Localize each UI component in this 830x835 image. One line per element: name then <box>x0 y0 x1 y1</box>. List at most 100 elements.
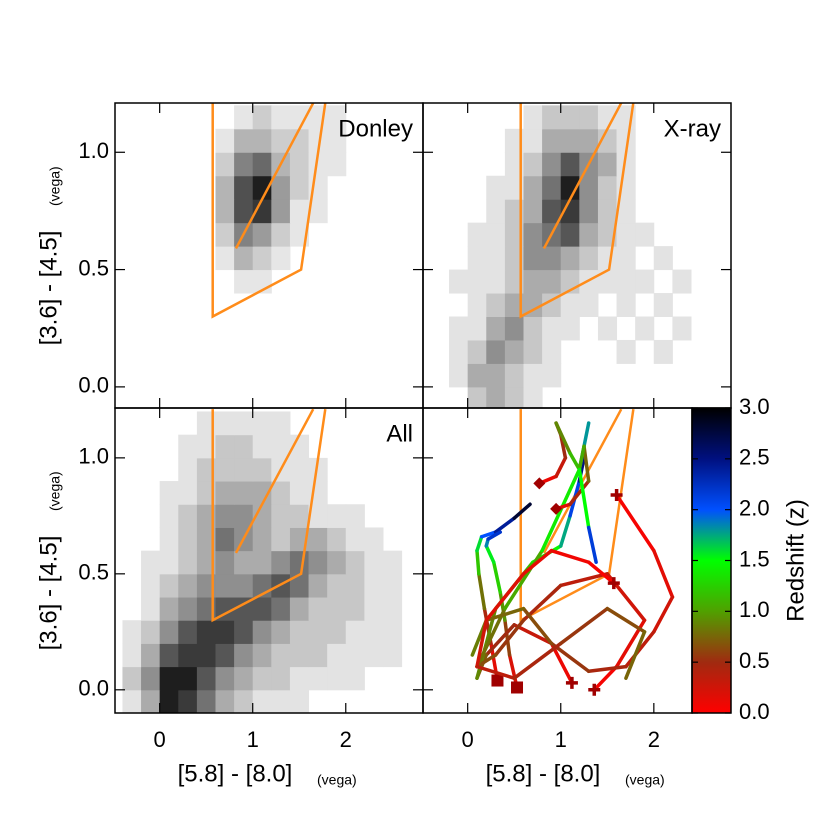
density-cell <box>289 666 310 691</box>
density-cell <box>159 620 179 644</box>
x-tick-label: 0 <box>462 727 474 752</box>
density-cell <box>215 481 235 505</box>
density-cell <box>327 597 347 621</box>
density-cell <box>616 293 636 317</box>
density-cell <box>327 152 347 177</box>
density-cell <box>449 316 469 341</box>
x-axis-label: [5.8] - [8.0] <box>486 760 601 787</box>
density-cell <box>289 152 310 177</box>
density-cell <box>486 363 506 388</box>
track-segment <box>521 606 554 646</box>
density-cell <box>252 481 272 505</box>
track-segment <box>475 664 516 680</box>
density-cell <box>271 481 291 505</box>
track-segment <box>484 572 526 622</box>
density-cell <box>579 199 599 224</box>
start-marker <box>588 683 601 696</box>
start-marker <box>610 488 623 501</box>
x-axis-label-sub: (vega) <box>625 772 665 788</box>
track-segment <box>624 630 656 669</box>
density-cell <box>252 550 272 575</box>
density-cell <box>542 175 562 200</box>
density-cell <box>271 105 291 130</box>
x-tick-label: 0 <box>154 727 166 752</box>
density-cell <box>308 550 328 575</box>
density-cell <box>523 293 543 317</box>
density-cell <box>289 128 310 153</box>
density-cell <box>653 293 673 317</box>
density-cell <box>215 666 235 691</box>
selection-wedge <box>211 408 327 623</box>
density-cell <box>178 504 198 528</box>
density-cell <box>486 316 506 341</box>
density-cell <box>196 527 216 552</box>
density-cell <box>560 199 580 224</box>
density-cell <box>141 573 161 598</box>
density-cell <box>196 620 216 644</box>
colorbar-tick-label: 1.0 <box>739 597 770 622</box>
track-segment <box>592 664 619 692</box>
plot-area <box>470 408 675 696</box>
density-cell <box>597 316 618 341</box>
density-cell <box>234 105 254 130</box>
density-cell <box>672 269 692 294</box>
track-segment <box>503 548 544 611</box>
density-cell <box>523 363 543 388</box>
track-segment <box>521 548 554 576</box>
density-cell <box>215 434 235 459</box>
start-marker <box>511 681 524 694</box>
density-cell <box>234 481 254 505</box>
density-cell <box>308 573 328 598</box>
density-cell <box>271 689 291 713</box>
density-cell <box>327 527 347 552</box>
selection-wedge <box>519 408 635 623</box>
density-cell <box>141 643 161 668</box>
density-cell <box>196 434 216 459</box>
x-axis-label: [5.8] - [8.0] <box>178 760 293 787</box>
density-cell <box>252 527 272 552</box>
density-cell <box>308 597 328 621</box>
density-cell <box>560 152 580 177</box>
track-segment <box>491 560 503 595</box>
density-cell <box>122 620 142 644</box>
density-cell <box>178 573 198 598</box>
density-cell <box>308 152 328 177</box>
density-cell <box>616 222 636 247</box>
density-cell <box>345 597 365 621</box>
density-cell <box>234 434 254 459</box>
density-cell <box>234 620 254 644</box>
density-cell <box>234 666 254 691</box>
density-cell <box>252 128 272 153</box>
panel-label: X-ray <box>664 115 721 142</box>
density-cell <box>141 597 161 621</box>
colorbar-tick-label: 2.0 <box>739 495 770 520</box>
density-cell <box>467 246 487 271</box>
density-cell <box>486 199 506 224</box>
density-cell <box>560 128 580 153</box>
density-cell <box>327 666 347 691</box>
density-cell <box>486 339 506 364</box>
density-cell <box>252 597 272 621</box>
density-cell <box>234 504 254 528</box>
density-cell <box>196 666 216 691</box>
colorbar-tick-label: 0.5 <box>739 648 770 673</box>
density-cell <box>616 339 636 364</box>
density-cell <box>234 457 254 482</box>
density-cell <box>234 152 254 177</box>
track-segment <box>605 606 647 634</box>
density-cell <box>616 246 636 271</box>
density-cell <box>560 222 580 247</box>
density-cell <box>159 573 179 598</box>
density-cell <box>635 222 655 247</box>
density-cell <box>345 620 365 644</box>
density-cell <box>234 128 254 153</box>
density-cell <box>523 269 543 294</box>
density-cell <box>141 666 161 691</box>
density-cell <box>345 573 365 598</box>
density-cell <box>289 620 310 644</box>
density-cell <box>141 550 161 575</box>
density-cell <box>523 339 543 364</box>
density-cell <box>560 105 580 130</box>
